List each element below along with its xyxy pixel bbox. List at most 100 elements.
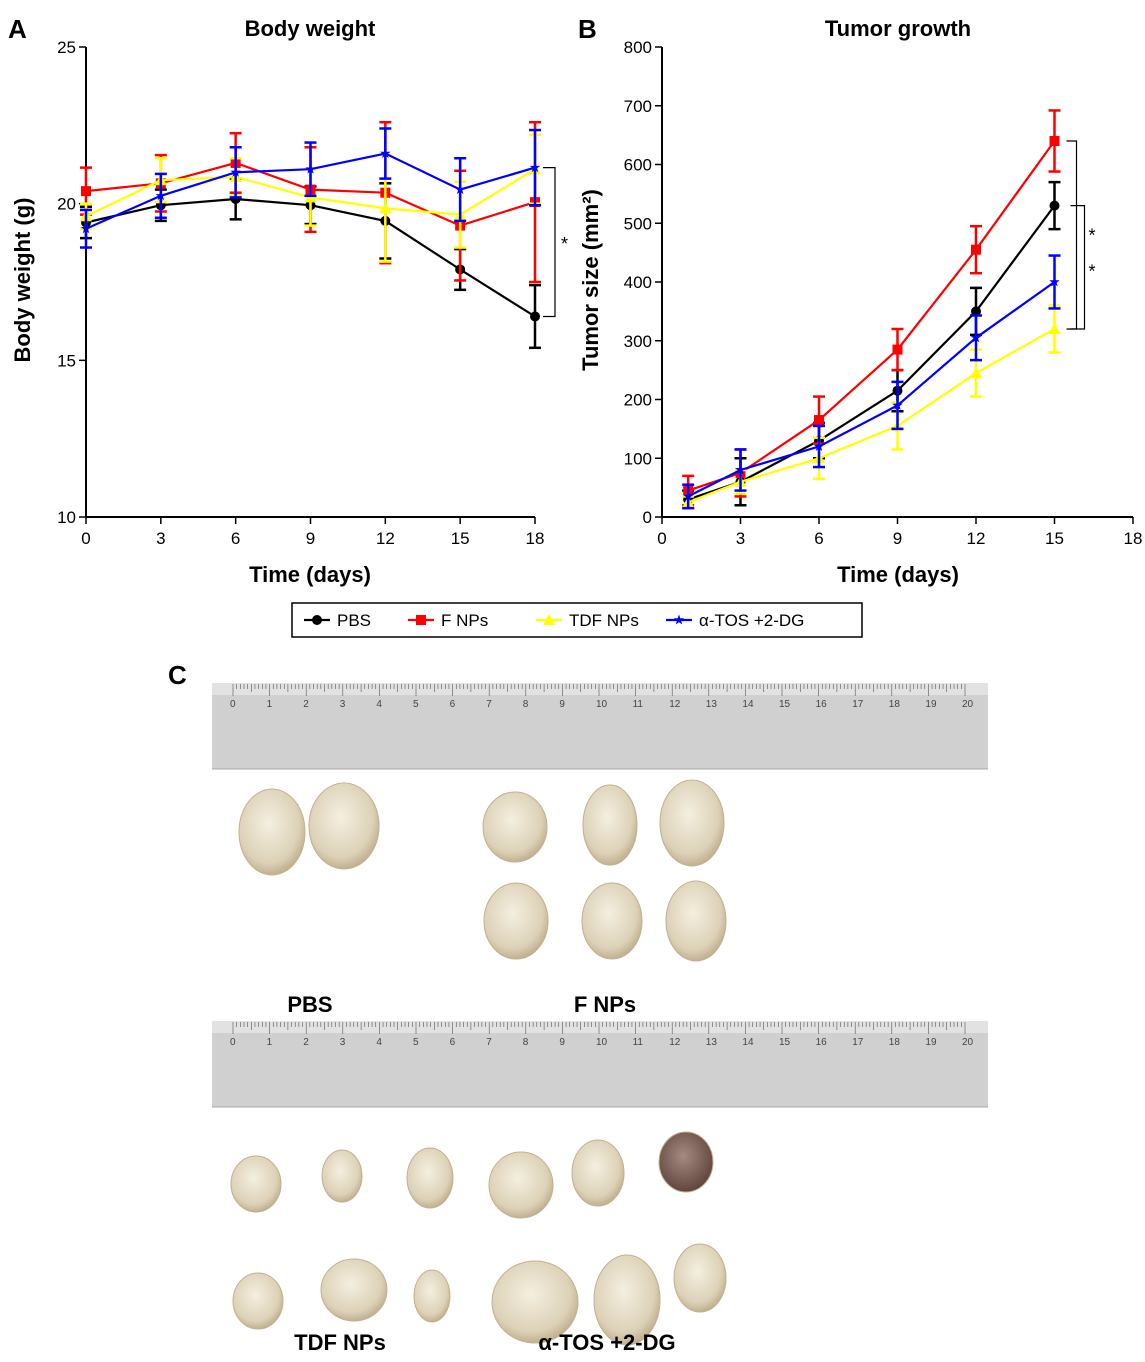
ruler-number: 16 [816,1037,828,1048]
tumor-image [230,1155,282,1213]
legend-label: α-TOS +2-DG [699,611,804,630]
tumor-image [321,1149,363,1203]
chart-b-point [892,399,903,410]
legend-label: F NPs [441,611,488,630]
chart-a-xlabel: Time (days) [249,562,371,587]
legend-marker [543,614,555,625]
chart-b-xlabel: Time (days) [837,562,959,587]
chart-b-bracket-outer [1066,140,1078,330]
ruler-number: 11 [633,1037,644,1048]
tumor-photos [230,779,727,1346]
tumor-image [658,1131,714,1193]
ruler-number: 14 [742,1037,754,1048]
tumor-image [593,1254,661,1346]
tumor-image [238,788,306,876]
legend-label: PBS [337,611,371,630]
chart-a-xtick-label: 18 [526,529,545,548]
ruler-number: 18 [889,699,901,710]
photo-label-tdf: TDF NPs [294,1330,386,1355]
chart-b-point [682,490,694,501]
chart-b-ytick-label: 0 [643,508,652,527]
tumor-image [483,882,549,960]
chart-b-point [735,464,746,475]
ruler-number: 17 [852,1037,864,1048]
chart-a-xtick-label: 15 [451,529,470,548]
chart-a-point [529,162,541,173]
ruler-number: 0 [230,699,236,710]
ruler-top: 0 1 2 3 4 5 6 7 8 9 10 11 12 13 14 15 16 17 18 19 20 [212,683,988,770]
chart-b-series-line [687,204,1056,501]
ruler-number: 20 [962,699,974,710]
chart-a-significance-bracket [543,167,556,318]
chart-a-xtick-label: 12 [376,529,395,548]
ruler-number: 9 [559,699,565,710]
tumor-image [582,784,638,866]
panel-letter-b: B [578,14,597,44]
legend-item: TDF NPs [536,611,639,630]
chart-a-ylabel: Body weight (g) [10,198,35,363]
ruler-number: 19 [925,1037,937,1048]
ruler-number: 3 [340,1037,346,1048]
ruler-number: 6 [450,1037,456,1048]
panel-letter-a: A [8,14,27,44]
legend-box [291,602,863,638]
chart-b-ytick-label: 800 [624,38,652,57]
tumor-image [320,1258,388,1322]
ruler-number: 6 [450,699,456,710]
photo-label-pbs: PBS [287,992,332,1017]
chart-b-point [971,244,981,255]
ruler-number: 13 [706,699,718,710]
legend-label: TDF NPs [569,611,639,630]
chart-body-weight: Body weight Time (days) Body weight (g) … [10,16,568,587]
ruler-number: 12 [669,1037,681,1048]
chart-a-xtick-label: 0 [81,529,90,548]
ruler-number: 15 [779,1037,791,1048]
chart-b-series-line [687,281,1056,498]
ruler-body [212,1021,988,1107]
tumor-image [482,791,548,863]
ruler-number: 0 [230,1037,236,1048]
tumor-image [406,1147,454,1209]
chart-b-point [1049,136,1060,146]
ruler-number: 10 [596,1037,608,1048]
tumor-image [659,779,725,867]
chart-a-point [305,163,316,174]
ruler-number: 2 [303,699,309,710]
ruler-number: 17 [852,699,864,710]
ruler-number: 9 [559,1037,565,1048]
ruler-number: 1 [267,1037,273,1048]
chart-a-ytick-label: 25 [57,38,76,57]
chart-b-xtick-label: 3 [736,529,745,548]
chart-a-point [379,202,392,214]
chart-tumor-growth: Tumor growth Time (days) Tumor size (mm²… [578,16,1142,587]
chart-b-xtick-label: 12 [967,529,986,548]
legend-item: F NPs [408,611,488,630]
chart-b-ylabel: Tumor size (mm²) [578,189,603,371]
chart-b-xtick-label: 9 [893,529,902,548]
chart-b-point [1049,200,1060,211]
ruler-number: 10 [596,699,608,710]
chart-b-point [813,441,825,451]
ruler-number: 19 [925,699,937,710]
chart-b-ytick-label: 300 [624,332,652,351]
legend-item: PBS [304,611,371,630]
tumor-image [488,1151,554,1219]
chart-b-ytick-label: 100 [624,449,652,468]
chart-b-series-3 [682,254,1061,510]
chart-a-point [230,166,241,177]
chart-a-xtick-label: 9 [306,529,315,548]
ruler-number: 15 [779,699,791,710]
ruler-body [212,683,988,769]
ruler-number: 1 [267,699,273,710]
ruler-number: 4 [376,1037,382,1048]
ruler-number: 8 [523,1037,529,1048]
ruler-number: 7 [486,699,492,710]
chart-a-xtick-label: 6 [231,529,240,548]
ruler-bottom: 0 1 2 3 4 5 6 7 8 9 10 11 12 13 14 15 16 17 18 19 20 [212,1021,988,1108]
chart-b-ytick-label: 600 [624,156,652,175]
chart-b-bracket-inner [1070,205,1086,330]
chart-a-point [155,190,167,201]
ruler-number: 5 [413,699,419,710]
tumor-image [413,1269,451,1323]
